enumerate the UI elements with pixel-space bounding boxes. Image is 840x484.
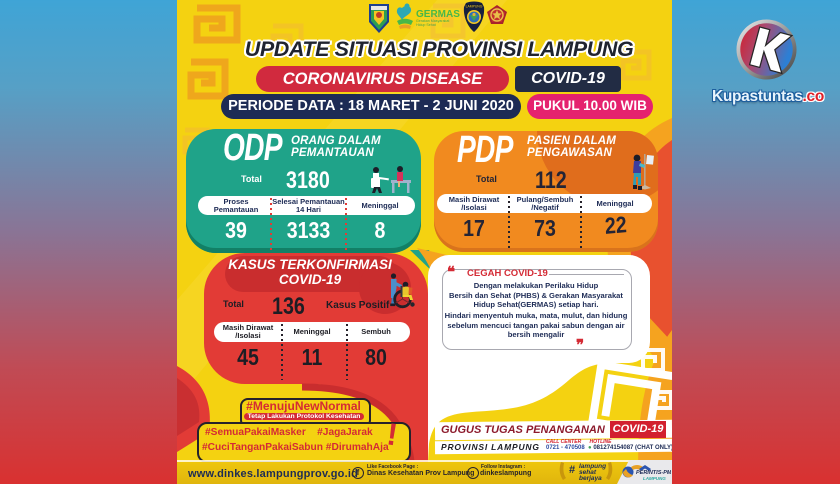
svg-text:berjaya: berjaya [579, 475, 602, 482]
svg-text:Gerakan Masyarakat: Gerakan Masyarakat [416, 19, 449, 23]
svg-text:Hidup Sehat: Hidup Sehat [416, 23, 436, 27]
svg-text:PERINTIS-PM: PERINTIS-PM [636, 470, 671, 476]
svg-text:sehat: sehat [579, 469, 597, 476]
svg-text:#: # [569, 464, 575, 476]
svg-text:GERMAS: GERMAS [416, 9, 460, 20]
svg-text:LAMPUNG: LAMPUNG [643, 476, 666, 481]
svg-text:lampung: lampung [579, 463, 606, 470]
svg-text:LAMPUNG: LAMPUNG [466, 4, 483, 8]
